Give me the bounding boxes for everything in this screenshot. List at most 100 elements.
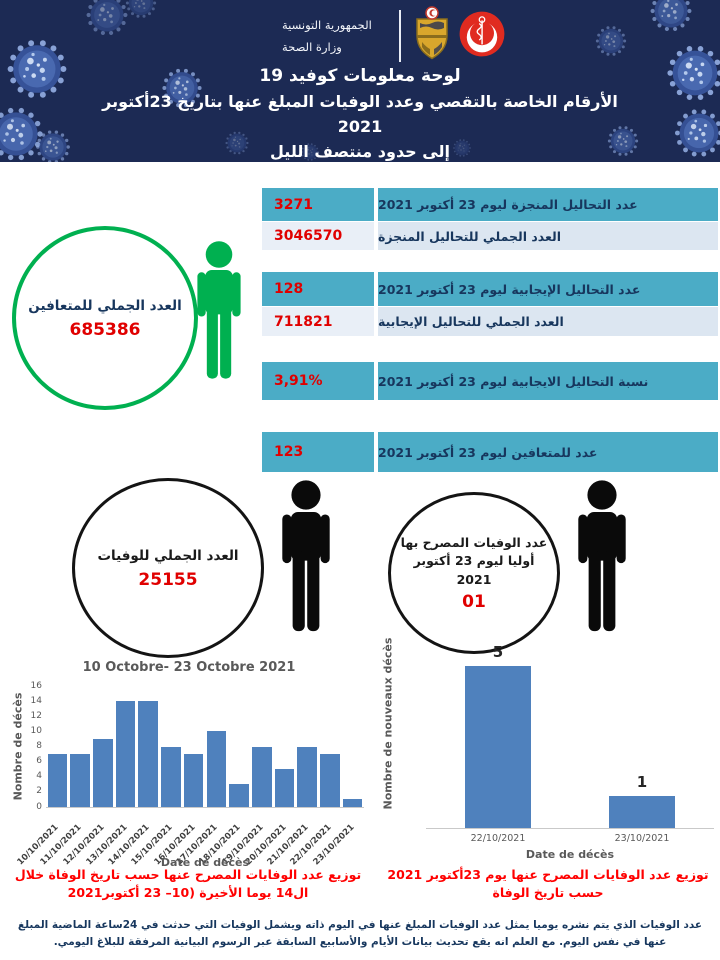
bar: [92, 738, 113, 807]
initial-deaths-line2: أوليا ليوم 23 أكتوبر: [413, 553, 535, 569]
total-deaths-label: العدد الجملي للوفيات: [97, 548, 239, 565]
virus-icon: [225, 131, 249, 155]
x-axis-label: Date de décès: [525, 848, 615, 861]
dashboard-title: لوحة معلومات كوفيد 19 الأرقام الخاصة بال…: [0, 66, 720, 161]
bar: [115, 701, 136, 807]
stat-row-recovered-today: 123 عدد للمتعافين ليوم 23 أكتوبر 2021: [262, 432, 718, 472]
divider: [399, 10, 401, 62]
bar-data-label: 1: [636, 772, 648, 791]
header-banner: الجمهورية التونسية وزارة الصحة لوحة معلو…: [0, 0, 720, 162]
stat-row-positive-today: 128 عدد التحاليل الإيجابية ليوم 23 أكتوب…: [262, 272, 718, 306]
stat-value: 3046570: [262, 222, 374, 250]
x-tick-label: 23/10/2021: [614, 833, 670, 844]
stat-value: 128: [262, 272, 374, 306]
y-tick-label: 16: [30, 680, 42, 691]
deaths-person-icon: [282, 480, 330, 632]
stat-label: عدد التحاليل الإيجابية ليوم 23 أكتوبر 20…: [378, 272, 718, 306]
gov-line2: وزارة الصحة: [282, 40, 342, 55]
recovered-person-icon: [197, 241, 241, 379]
bar: [320, 754, 340, 807]
bar: [251, 746, 272, 807]
bar: [297, 746, 318, 807]
bar: [342, 799, 363, 807]
y-tick-label: 6: [36, 756, 42, 767]
plot-area: [426, 648, 714, 829]
x-tick-label: 22/10/2021: [470, 833, 526, 844]
y-tick-label: 12: [30, 710, 42, 721]
total-recovered-value: 685386: [69, 319, 141, 340]
initial-deaths-value: 01: [462, 591, 486, 612]
divider: [374, 362, 378, 400]
divider: [374, 188, 378, 221]
y-tick-label: 2: [36, 786, 42, 797]
initial-declared-deaths-circle: عدد الوفيات المصرح بها أوليا ليوم 23 أكت…: [388, 492, 560, 654]
initial-deaths-line1: عدد الوفيات المصرح بها: [400, 535, 548, 551]
bar: [274, 769, 295, 807]
initial-deaths-person-icon: [578, 480, 626, 632]
plot-area: [46, 686, 364, 808]
ministry-health-logo-icon: [459, 11, 505, 57]
bar: [70, 754, 90, 807]
y-axis-label: Nombre de nouveaux décès: [381, 637, 395, 810]
virus-icon: [301, 143, 319, 161]
virus-icon: [7, 40, 67, 98]
stat-row-tests-total: 3046570 العدد الجملي للتحاليل المنجزة: [262, 222, 718, 250]
stat-value: 711821: [262, 307, 374, 336]
y-tick-label: 14: [30, 695, 42, 706]
left-chart-caption: توزيع عدد الوفايات المصرح عنها حسب تاريخ…: [14, 867, 362, 901]
stat-label: العدد الجملي للتحاليل الإيجابية: [378, 307, 718, 336]
virus-icon: [86, 0, 128, 36]
y-tick-label: 8: [36, 741, 42, 751]
tunisia-coat-of-arms-icon: [416, 6, 448, 60]
total-recovered-label: العدد الجملي للمتعافين: [28, 298, 182, 315]
stat-row-positivity-rate: 3,91% نسبة التحاليل الايجابية ليوم 23 أك…: [262, 362, 718, 400]
y-tick-label: 0: [36, 801, 42, 812]
bar: [465, 666, 531, 828]
new-deaths-chart: Nombre de nouveaux décès 5 22/10/2021 1 23/1…: [378, 637, 720, 866]
stat-value: 123: [262, 432, 374, 472]
virus-icon: [162, 68, 202, 108]
bar: [183, 754, 204, 807]
virus-icon: [453, 139, 471, 157]
divider: [374, 432, 378, 472]
stat-label: نسبة التحاليل الايجابية ليوم 23 أكتوبر 2…: [378, 362, 718, 400]
virus-icon: [36, 130, 70, 162]
chart-title: 10 Octobre- 23 Octobre 2021: [82, 660, 296, 675]
bar: [609, 795, 675, 828]
virus-icon: [650, 0, 692, 32]
y-tick-label: 10: [30, 725, 42, 736]
government-title: الجمهورية التونسية وزارة الصحة: [282, 14, 394, 59]
initial-deaths-line3: 2021: [456, 571, 492, 587]
bar: [47, 754, 68, 807]
bar: [161, 746, 181, 807]
gov-line1: الجمهورية التونسية: [282, 18, 372, 32]
virus-icon: [595, 26, 627, 56]
stat-row-positive-total: 711821 العدد الجملي للتحاليل الإيجابية: [262, 307, 718, 336]
stat-value: 3271: [262, 188, 374, 221]
stat-label: عدد للمتعافين ليوم 23 أكتوبر 2021: [378, 432, 718, 472]
virus-icon: [667, 46, 720, 100]
virus-icon: [607, 126, 639, 156]
right-chart-caption: توزيع عدد الوفايات المصرح عنها يوم 23أكت…: [387, 867, 709, 901]
total-deaths-value: 25155: [138, 569, 198, 590]
total-deaths-circle: العدد الجملي للوفيات 25155: [72, 478, 264, 658]
divider: [374, 222, 378, 250]
title-line1: لوحة معلومات كوفيد 19: [259, 66, 461, 86]
bar: [229, 784, 249, 807]
footer-note: عدد الوفيات الذي يتم نشره يوميا يمثل عدد…: [17, 919, 703, 948]
virus-icon: [125, 0, 157, 18]
virus-icon: [674, 109, 720, 157]
virus-icon: [0, 107, 43, 161]
divider: [374, 307, 378, 336]
stat-row-tests-today: 3271 عدد التحاليل المنجزة ليوم 23 أكتوبر…: [262, 188, 718, 221]
stat-label: عدد التحاليل المنجزة ليوم 23 أكتوبر 2021: [378, 188, 718, 221]
y-tick-label: 4: [36, 771, 42, 782]
bar-data-label: 5: [492, 643, 504, 662]
bar: [206, 731, 227, 807]
divider: [374, 272, 378, 306]
stat-label: العدد الجملي للتحاليل المنجزة: [378, 222, 718, 250]
x-axis-label: Date de décès: [160, 856, 250, 869]
title-line2: الأرقام الخاصة بالتقصي وعدد الوفيات المب…: [102, 92, 618, 136]
title-line3: إلى حدود منتصف الليل: [270, 141, 450, 161]
stat-value: 3,91%: [262, 362, 374, 400]
